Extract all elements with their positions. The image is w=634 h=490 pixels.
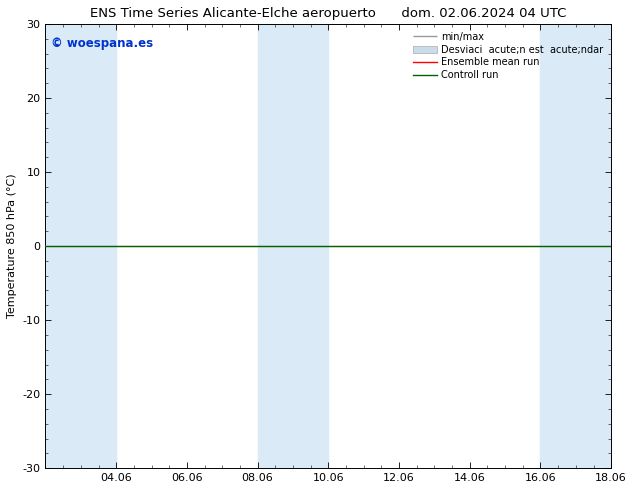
Title: ENS Time Series Alicante-Elche aeropuerto      dom. 02.06.2024 04 UTC: ENS Time Series Alicante-Elche aeropuert… [90,7,567,20]
Bar [46,24,116,468]
Bar [257,24,328,468]
Bar [540,24,611,468]
Y-axis label: Temperature 850 hPa (°C): Temperature 850 hPa (°C) [7,174,17,318]
Legend: min/max, Desviaci  acute;n est  acute;ndar, Ensemble mean run, Controll run: min/max, Desviaci acute;n est acute;ndar… [410,29,606,83]
Text: © woespana.es: © woespana.es [51,37,153,50]
